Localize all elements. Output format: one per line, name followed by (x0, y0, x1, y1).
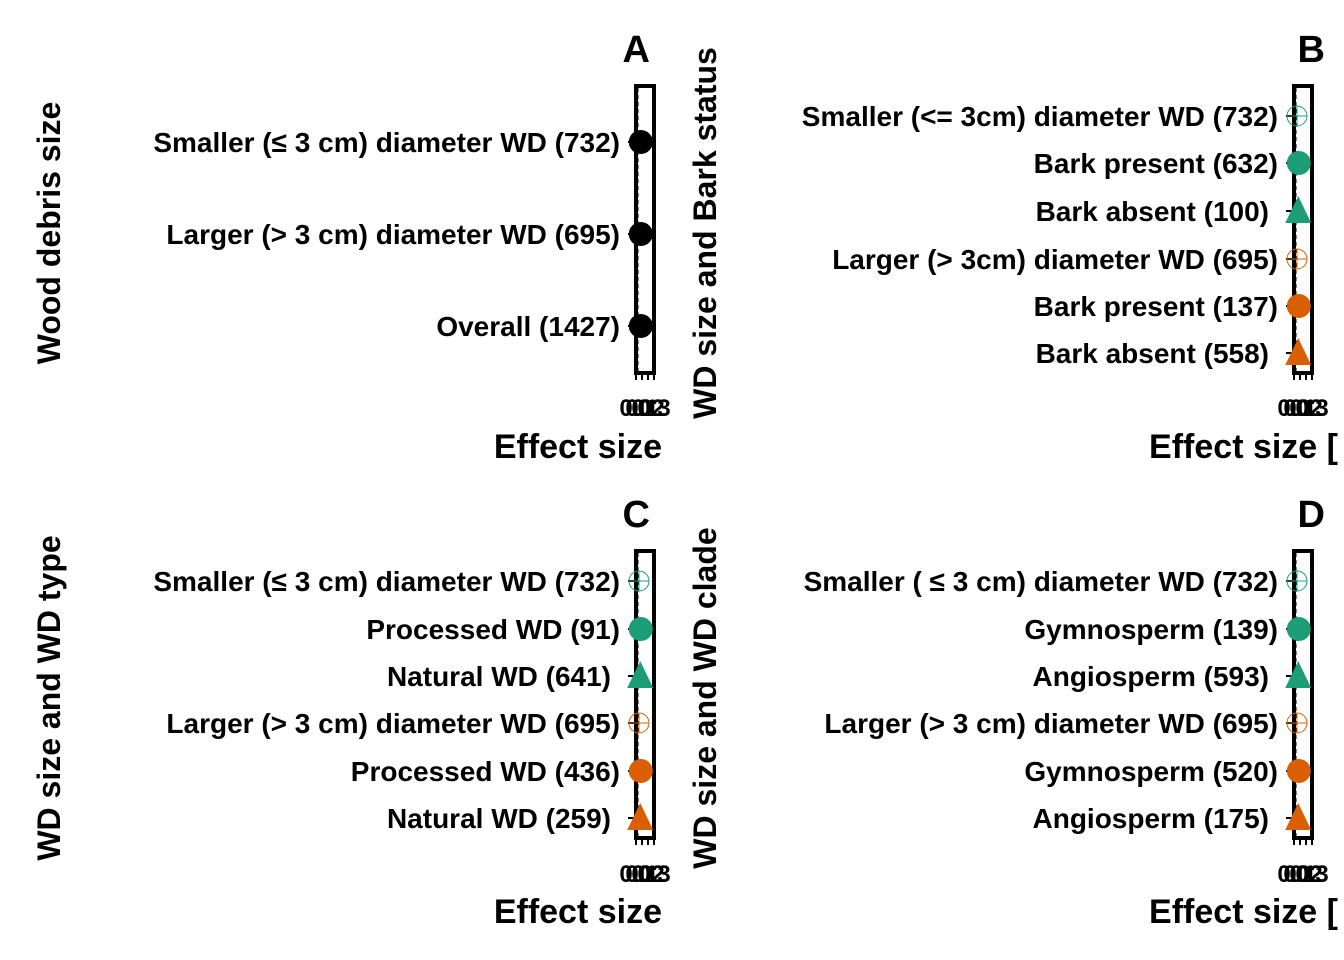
category-label: Smaller ( ≤ 3 cm) diameter WD (732) (804, 566, 1278, 597)
category-label: Bark absent (558) (1036, 338, 1269, 369)
x-tick-label: 0.1 (1283, 861, 1316, 888)
category-label: Larger (> 3 cm) diameter WD (695) (166, 708, 620, 739)
point-marker (627, 803, 654, 830)
point-marker (1285, 803, 1312, 830)
panel-label: B (1298, 29, 1325, 71)
x-tick-label: 0.3 (1295, 395, 1328, 422)
plot-frame (634, 549, 656, 840)
x-tick-label: 0.2 (631, 395, 664, 422)
point-marker (628, 314, 653, 338)
category-label: Larger (> 3cm) diameter WD (695) (832, 244, 1278, 275)
category-label: Larger (> 3 cm) diameter WD (695) (824, 708, 1278, 739)
panel-label: D (1298, 494, 1325, 536)
x-axis-title: Effect size [ (1149, 893, 1338, 931)
category-label: Overall (1427) (436, 311, 620, 342)
category-label: Bark absent (100) (1036, 196, 1269, 227)
point-marker (628, 222, 653, 246)
point-marker (1286, 294, 1311, 318)
x-tick-label: 0.3 (637, 395, 670, 422)
point-marker (1286, 151, 1311, 175)
point-marker (628, 130, 653, 154)
category-label: Natural WD (259) (387, 803, 611, 834)
panel-label: A (623, 29, 650, 71)
plot-frame (1292, 84, 1314, 375)
point-marker (628, 759, 653, 783)
category-label: Processed WD (436) (351, 756, 620, 787)
x-tick-label: 0.1 (1283, 395, 1316, 422)
x-axis-title: Effect size (494, 893, 662, 931)
category-label: Angiosperm (175) (1033, 803, 1270, 834)
category-label: Smaller (<= 3cm) diameter WD (732) (802, 101, 1278, 132)
y-axis-title: WD size and WD type (31, 535, 67, 860)
x-tick-label: 0.0 (1277, 861, 1310, 888)
x-tick-label: 0.2 (1289, 861, 1322, 888)
point-marker (628, 617, 653, 641)
y-axis-title: Wood debris size (31, 102, 67, 365)
point-marker (1285, 196, 1312, 223)
category-label: Bark present (632) (1034, 148, 1278, 179)
category-label: Larger (> 3 cm) diameter WD (695) (166, 219, 620, 250)
x-tick-label: 0.1 (625, 861, 658, 888)
y-axis-title: WD size and WD clade (687, 527, 723, 868)
x-tick-label: 0.0 (619, 395, 652, 422)
x-tick-label: 0.2 (631, 861, 664, 888)
x-tick-label: 0.2 (1289, 395, 1322, 422)
y-axis-title: WD size and Bark status (687, 47, 723, 419)
category-label: Smaller (≤ 3 cm) diameter WD (732) (153, 566, 620, 597)
category-label: Gymnosperm (139) (1024, 614, 1278, 645)
panel-d: D WD size and WD clade Effect size [ 0.00.1… (687, 494, 1338, 931)
point-marker (1286, 617, 1311, 641)
point-marker (1285, 338, 1312, 365)
plot-frame (1292, 549, 1314, 840)
category-label: Smaller (≤ 3 cm) diameter WD (732) (153, 127, 620, 158)
panel-a: A Wood debris size Effect size 0.00.10.20.3… (31, 29, 671, 466)
x-tick-label: 0.0 (619, 861, 652, 888)
x-axis-title: Effect size (494, 428, 662, 466)
category-label: Natural WD (641) (387, 661, 611, 692)
x-tick-label: 0.0 (1277, 395, 1310, 422)
category-label: Angiosperm (593) (1033, 661, 1270, 692)
point-marker (1285, 661, 1312, 688)
panel-b: B WD size and Bark status Effect size [ 0.0… (687, 29, 1338, 466)
category-label: Processed WD (91) (366, 614, 620, 645)
point-marker (1286, 759, 1311, 783)
x-tick-label: 0.3 (637, 861, 670, 888)
x-tick-label: 0.1 (625, 395, 658, 422)
category-label: Bark present (137) (1034, 291, 1278, 322)
x-tick-label: 0.3 (1295, 861, 1328, 888)
category-label: Gymnosperm (520) (1024, 756, 1278, 787)
panel-label: C (623, 494, 650, 536)
panel-c: C WD size and WD type Effect size 0.00.10.2… (31, 494, 671, 931)
x-axis-title: Effect size [ (1149, 428, 1338, 466)
point-marker (627, 661, 654, 688)
